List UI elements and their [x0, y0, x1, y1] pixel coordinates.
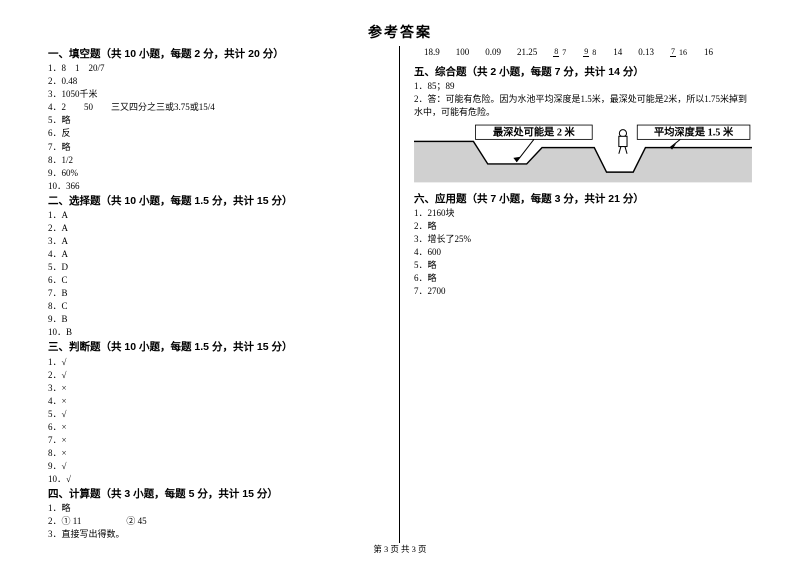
sec6-item: 6．略 — [414, 272, 752, 285]
column-left: 一、填空题（共 10 小题，每题 2 分，共计 20 分） 1．8 1 20/7… — [48, 46, 400, 543]
sec2-item: 2．A — [48, 222, 385, 235]
sec1-item: 5．略 — [48, 114, 385, 127]
page-footer: 第 3 页 共 3 页 — [48, 543, 752, 565]
column-right: 18.9 100 0.09 21.25 87 98 14 0.13 716 16… — [400, 46, 752, 543]
sec4-item: 2．① 11 ② 45 — [48, 515, 385, 528]
columns: 一、填空题（共 10 小题，每题 2 分，共计 20 分） 1．8 1 20/7… — [48, 46, 752, 543]
sec1-item: 7．略 — [48, 141, 385, 154]
calc-frac: 98 — [583, 48, 597, 57]
sec2-item: 5．D — [48, 261, 385, 274]
sec2-item: 3．A — [48, 235, 385, 248]
sec3-item: 7．× — [48, 434, 385, 447]
calc-frac: 87 — [553, 48, 567, 57]
sec2-item: 10．B — [48, 326, 385, 339]
sec3-item: 1．√ — [48, 356, 385, 369]
sec4-head: 四、计算题（共 3 小题，每题 5 分，共计 15 分） — [48, 487, 385, 502]
sec1-item: 8．1/2 — [48, 154, 385, 167]
sec6-item: 4．600 — [414, 246, 752, 259]
calc-val: 100 — [456, 46, 470, 59]
sec3-item: 10．√ — [48, 473, 385, 486]
sec3-item: 2．√ — [48, 369, 385, 382]
sec6-item: 2．略 — [414, 220, 752, 233]
page: 参考答案 一、填空题（共 10 小题，每题 2 分，共计 20 分） 1．8 1… — [0, 0, 800, 565]
sec3-item: 5．√ — [48, 408, 385, 421]
sec1-item: 1．8 1 20/7 — [48, 62, 385, 75]
sec6-item: 7．2700 — [414, 285, 752, 298]
sec2-item: 6．C — [48, 274, 385, 287]
calc-frac: 716 — [670, 48, 688, 57]
calc-row: 18.9 100 0.09 21.25 87 98 14 0.13 716 16 — [414, 46, 752, 59]
sec6-item: 3．增长了25% — [414, 233, 752, 246]
sec6-item: 5．略 — [414, 259, 752, 272]
sec2-head: 二、选择题（共 10 小题，每题 1.5 分，共计 15 分） — [48, 194, 385, 209]
sec5-item: 2．答：可能有危险。因为水池平均深度是1.5米，最深处可能是2米，所以1.75米… — [414, 93, 752, 119]
sec2-item: 8．C — [48, 300, 385, 313]
calc-val: 18.9 — [424, 46, 440, 59]
sec3-item: 9．√ — [48, 460, 385, 473]
calc-val: 14 — [613, 46, 622, 59]
figure-label-left: 最深处可能是 2 米 — [493, 126, 576, 139]
sec5-head: 五、综合题（共 2 小题，每题 7 分，共计 14 分） — [414, 65, 752, 80]
sec1-item: 4．2 50 三又四分之三或3.75或15/4 — [48, 101, 385, 114]
sec2-item: 1．A — [48, 209, 385, 222]
sec3-item: 3．× — [48, 382, 385, 395]
calc-val: 0.09 — [485, 46, 501, 59]
calc-val: 16 — [704, 46, 713, 59]
sec1-item: 10．366 — [48, 180, 385, 193]
sec4-item: 1．略 — [48, 502, 385, 515]
sec4-item: 3．直接写出得数。 — [48, 528, 385, 541]
sec3-head: 三、判断题（共 10 小题，每题 1.5 分，共计 15 分） — [48, 340, 385, 355]
figure-label-right: 平均深度是 1.5 米 — [654, 126, 734, 139]
sec3-item: 4．× — [48, 395, 385, 408]
calc-val: 21.25 — [517, 46, 537, 59]
sec2-item: 7．B — [48, 287, 385, 300]
sec1-head: 一、填空题（共 10 小题，每题 2 分，共计 20 分） — [48, 47, 385, 62]
pool-figure: 最深处可能是 2 米 平均深度是 1.5 米 — [414, 123, 752, 182]
sec2-item: 4．A — [48, 248, 385, 261]
sec6-head: 六、应用题（共 7 小题，每题 3 分，共计 21 分） — [414, 192, 752, 207]
sec6-item: 1．2160块 — [414, 207, 752, 220]
sec1-item: 9．60% — [48, 167, 385, 180]
sec5-item: 1．85；89 — [414, 80, 752, 93]
calc-val: 0.13 — [638, 46, 654, 59]
doc-title: 参考答案 — [48, 22, 752, 42]
sec3-item: 8．× — [48, 447, 385, 460]
sec2-item: 9．B — [48, 313, 385, 326]
sec3-item: 6．× — [48, 421, 385, 434]
sec1-item: 6．反 — [48, 127, 385, 140]
sec1-item: 3．1050千米 — [48, 88, 385, 101]
sec1-item: 2．0.48 — [48, 75, 385, 88]
